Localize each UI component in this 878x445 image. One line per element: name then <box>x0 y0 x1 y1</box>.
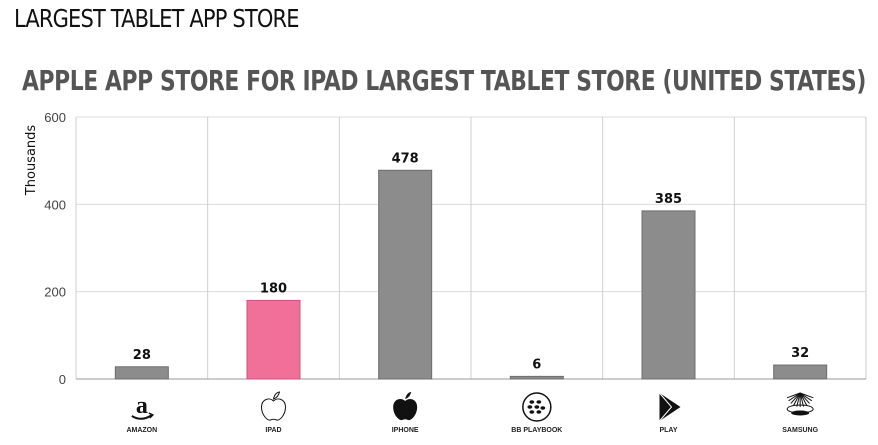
y-tick-label: 200 <box>44 285 66 300</box>
blackberry-dot <box>536 410 542 414</box>
bar <box>114 366 169 380</box>
samsung-ray <box>799 392 810 404</box>
apple-leaf <box>405 392 412 399</box>
bar <box>509 375 564 380</box>
x-tick-label: SAMSUNG <box>782 427 818 434</box>
bar <box>641 210 696 380</box>
page-title: LARGEST TABLET APP STORE <box>14 4 300 33</box>
bar <box>378 169 433 380</box>
amazon-smile <box>131 414 153 420</box>
blackberry-icon <box>522 392 552 422</box>
play-triangle <box>659 393 681 421</box>
data-label: 478 <box>392 151 419 166</box>
apple-icon <box>260 391 287 421</box>
samsung-ray <box>788 392 801 402</box>
samsung-ray <box>799 392 814 399</box>
apple-body <box>260 398 287 421</box>
y-tick-label: 0 <box>59 372 66 387</box>
x-tick-label: BB PLAYBOOK <box>511 427 562 434</box>
play-facet <box>659 392 673 422</box>
apple-leaf <box>272 391 281 400</box>
samsung-ray <box>796 392 801 407</box>
blackberry-dot <box>536 400 542 404</box>
samsung-icon <box>786 392 814 416</box>
apple-icon <box>393 392 418 421</box>
samsung-ray <box>799 392 808 406</box>
samsung-ray <box>793 392 801 406</box>
play-icon <box>659 392 681 422</box>
samsung-ray <box>790 392 801 404</box>
blackberry-dot <box>534 405 540 409</box>
x-tick-label: IPHONE <box>392 427 419 434</box>
blackberry-ring <box>522 392 552 422</box>
data-label: 385 <box>655 192 682 207</box>
blackberry-dot <box>529 400 535 404</box>
chart-title: APPLE APP STORE FOR IPAD LARGEST TABLET … <box>22 64 866 97</box>
blackberry-dot <box>529 410 535 414</box>
y-axis-label: Thousands <box>24 125 39 197</box>
y-tick-label: 600 <box>44 110 66 125</box>
x-tick-label: AMAZON <box>126 427 157 434</box>
data-label: 28 <box>133 348 151 363</box>
x-tick-label: PLAY <box>659 427 677 434</box>
samsung-ray <box>786 392 801 399</box>
blackberry-dot <box>527 405 533 409</box>
y-tick-label: 400 <box>44 197 66 212</box>
bar <box>773 364 828 380</box>
data-label: 6 <box>532 357 541 372</box>
samsung-base <box>791 410 810 416</box>
blackberry-dot <box>540 406 546 410</box>
x-tick-label: IPAD <box>265 427 281 434</box>
apple-body <box>393 399 418 421</box>
amazon-icon: a <box>131 393 155 420</box>
samsung-ray <box>799 392 805 407</box>
samsung-ray <box>799 392 813 402</box>
amazon-arrow <box>148 412 155 419</box>
bar <box>246 299 301 380</box>
amazon-letter: a <box>136 393 148 419</box>
data-label: 32 <box>791 346 809 361</box>
data-label: 180 <box>260 281 287 296</box>
